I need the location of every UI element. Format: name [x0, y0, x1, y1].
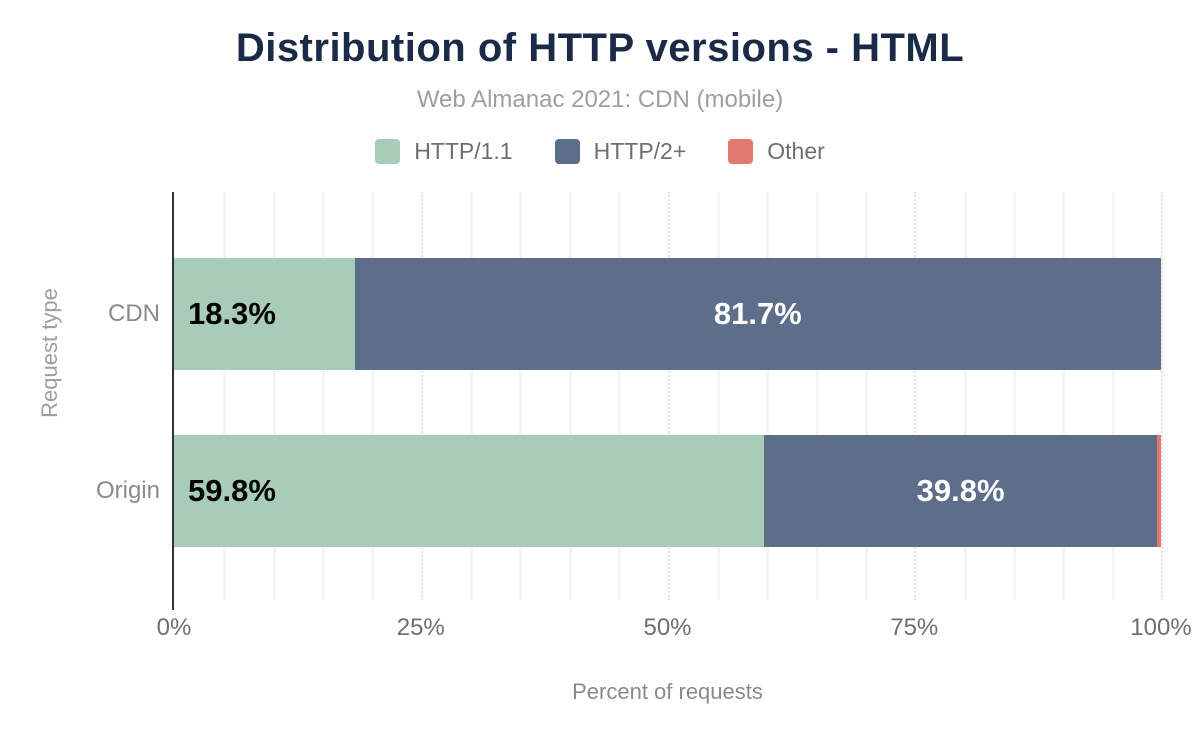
legend-item-http2[interactable]: HTTP/2+: [554, 138, 687, 165]
segment-cdn-http11[interactable]: 18.3%: [174, 258, 355, 370]
category-label-origin: Origin: [95, 477, 160, 504]
x-tick-label: 50%: [643, 614, 692, 641]
x-tick-label: 25%: [396, 614, 445, 641]
bar-origin: 59.8% 39.8%: [174, 435, 1161, 547]
minor-gridline: [519, 192, 523, 600]
legend-label: Other: [767, 138, 825, 164]
legend-swatch: [728, 139, 754, 164]
minor-gridline: [470, 192, 474, 600]
data-label: 39.8%: [916, 473, 1005, 508]
x-tick-label: 100%: [1130, 614, 1192, 641]
minor-gridline: [322, 192, 326, 600]
minor-gridline: [815, 192, 819, 600]
major-gridline: [420, 192, 423, 600]
legend: HTTP/1.1 HTTP/2+ Other: [0, 138, 1200, 165]
chart-title: Distribution of HTTP versions - HTML: [235, 26, 965, 70]
legend-item-http11[interactable]: HTTP/1.1: [375, 138, 513, 165]
minor-gridline: [1012, 192, 1016, 600]
bar-cdn: 18.3% 81.7%: [174, 258, 1161, 370]
minor-gridline: [1111, 192, 1115, 600]
major-gridline: [1161, 192, 1163, 600]
y-axis-title: Request type: [37, 288, 62, 418]
minor-gridline: [716, 192, 720, 600]
minor-gridline: [223, 192, 227, 600]
minor-gridline: [568, 192, 572, 600]
data-label: 18.3%: [188, 296, 276, 331]
minor-gridline: [371, 192, 375, 600]
minor-gridline: [963, 192, 967, 600]
legend-label: HTTP/1.1: [414, 138, 513, 164]
major-gridline: [914, 192, 917, 600]
legend-item-other[interactable]: Other: [728, 138, 825, 165]
minor-gridline: [766, 192, 770, 600]
data-label: 81.7%: [713, 296, 802, 331]
legend-label: HTTP/2+: [593, 138, 687, 164]
chart-subtitle: Web Almanac 2021: CDN (mobile): [416, 86, 784, 113]
minor-gridline: [272, 192, 276, 600]
x-axis-ticks: 0% 25% 50% 75% 100%: [157, 614, 1192, 644]
x-axis-title: Percent of requests: [572, 679, 763, 704]
category-label-cdn: CDN: [108, 300, 160, 327]
legend-swatch: [375, 139, 401, 164]
y-axis-line: [172, 192, 174, 610]
segment-origin-http11[interactable]: 59.8%: [174, 435, 765, 547]
legend-swatch: [554, 139, 580, 164]
segment-origin-http2[interactable]: 39.8%: [764, 435, 1158, 547]
segment-origin-other[interactable]: [1157, 435, 1161, 547]
segment-cdn-http2[interactable]: 81.7%: [354, 258, 1161, 370]
plot-area: 18.3% 81.7% 59.8% 39.8%: [172, 192, 1163, 610]
major-gridline: [667, 192, 670, 600]
x-tick-label: 0%: [156, 614, 192, 641]
minor-gridline: [864, 192, 868, 600]
minor-gridline: [618, 192, 622, 600]
x-tick-label: 75%: [890, 614, 939, 641]
data-label: 59.8%: [188, 473, 276, 508]
minor-gridline: [1062, 192, 1066, 600]
